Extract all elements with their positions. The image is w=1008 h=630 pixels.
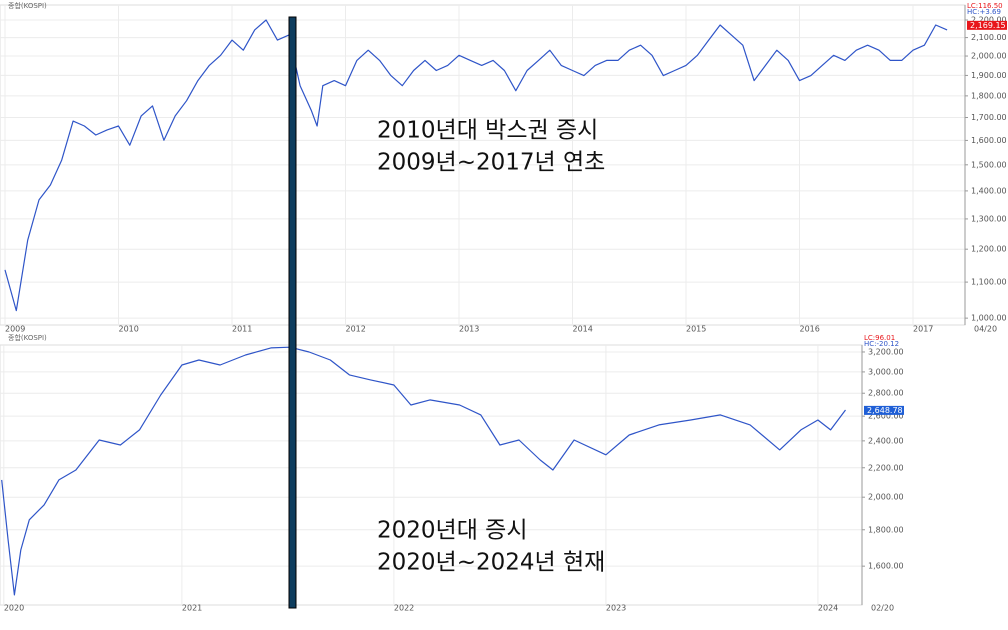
annotation: 2009년~2017년 연초	[377, 150, 605, 176]
y-tick-label: 1,800.00	[868, 525, 904, 534]
x-tick-label: 2014	[573, 325, 593, 334]
y-tick-label: 1,300.00	[971, 214, 1007, 223]
x-tick-label: 2024	[818, 604, 838, 613]
plot-area	[0, 344, 863, 606]
last-price-label: 2,169.15	[970, 21, 1006, 30]
annotation: 2020년~2024년 현재	[377, 550, 605, 576]
hc-label: HC:-20.12	[864, 340, 899, 348]
y-tick-label: 2,600.00	[868, 412, 904, 421]
x-tick-label: 2015	[686, 325, 706, 334]
x-tick-label: 2017	[913, 325, 933, 334]
x-tick-label: 2011	[232, 325, 252, 334]
x-tick-label: 2023	[606, 604, 626, 613]
x-tick-label: 2010	[118, 325, 138, 334]
price-line	[4, 19, 948, 312]
hc-label: HC:+3.69	[967, 8, 1001, 16]
y-tick-label: 2,800.00	[868, 389, 904, 398]
chart-title: 종합(KOSPI)	[8, 1, 47, 10]
date-label: 04/20	[974, 325, 997, 334]
last-price-box	[967, 20, 1007, 30]
date-label: 02/20	[871, 604, 894, 613]
x-tick-label: 2012	[346, 325, 366, 334]
y-tick-label: 2,400.00	[868, 436, 904, 445]
y-tick-label: 2,200.00	[868, 463, 904, 472]
y-tick-label: 3,000.00	[868, 367, 904, 376]
y-tick-label: 1,400.00	[971, 186, 1007, 195]
annotation: 2020년대 증시	[377, 518, 527, 544]
x-tick-label: 2013	[459, 325, 479, 334]
x-tick-label: 2022	[394, 604, 414, 613]
y-tick-label: 2,000.00	[971, 52, 1007, 61]
y-tick-label: 1,100.00	[971, 278, 1007, 287]
x-tick-label: 2009	[5, 325, 25, 334]
last-price-label: 2,648.78	[867, 406, 903, 415]
y-tick-label: 2,100.00	[971, 33, 1007, 42]
y-tick-label: 1,800.00	[971, 91, 1007, 100]
y-tick-label: 3,200.00	[868, 347, 904, 356]
x-tick-label: 2020	[4, 604, 24, 613]
annotation: 2010년대 박스권 증시	[377, 118, 598, 144]
lc-label: LC:96.01	[864, 334, 895, 342]
y-tick-label: 1,700.00	[971, 113, 1007, 122]
price-line	[1, 346, 846, 596]
lc-label: LC:116.50	[967, 2, 1003, 10]
y-tick-label: 1,200.00	[971, 245, 1007, 254]
y-tick-label: 1,600.00	[971, 136, 1007, 145]
y-tick-label: 2,000.00	[868, 493, 904, 502]
y-tick-label: 1,900.00	[971, 71, 1007, 80]
x-tick-label: 2016	[800, 325, 820, 334]
chart-title: 종합(KOSPI)	[8, 333, 47, 342]
last-price-box	[864, 405, 904, 415]
y-tick-label: 2,200.00	[971, 15, 1007, 24]
y-tick-label: 1,000.00	[971, 314, 1007, 323]
divider-bar	[288, 16, 297, 609]
y-tick-label: 1,500.00	[971, 160, 1007, 169]
y-tick-label: 1,600.00	[868, 562, 904, 571]
x-tick-label: 2021	[182, 604, 202, 613]
